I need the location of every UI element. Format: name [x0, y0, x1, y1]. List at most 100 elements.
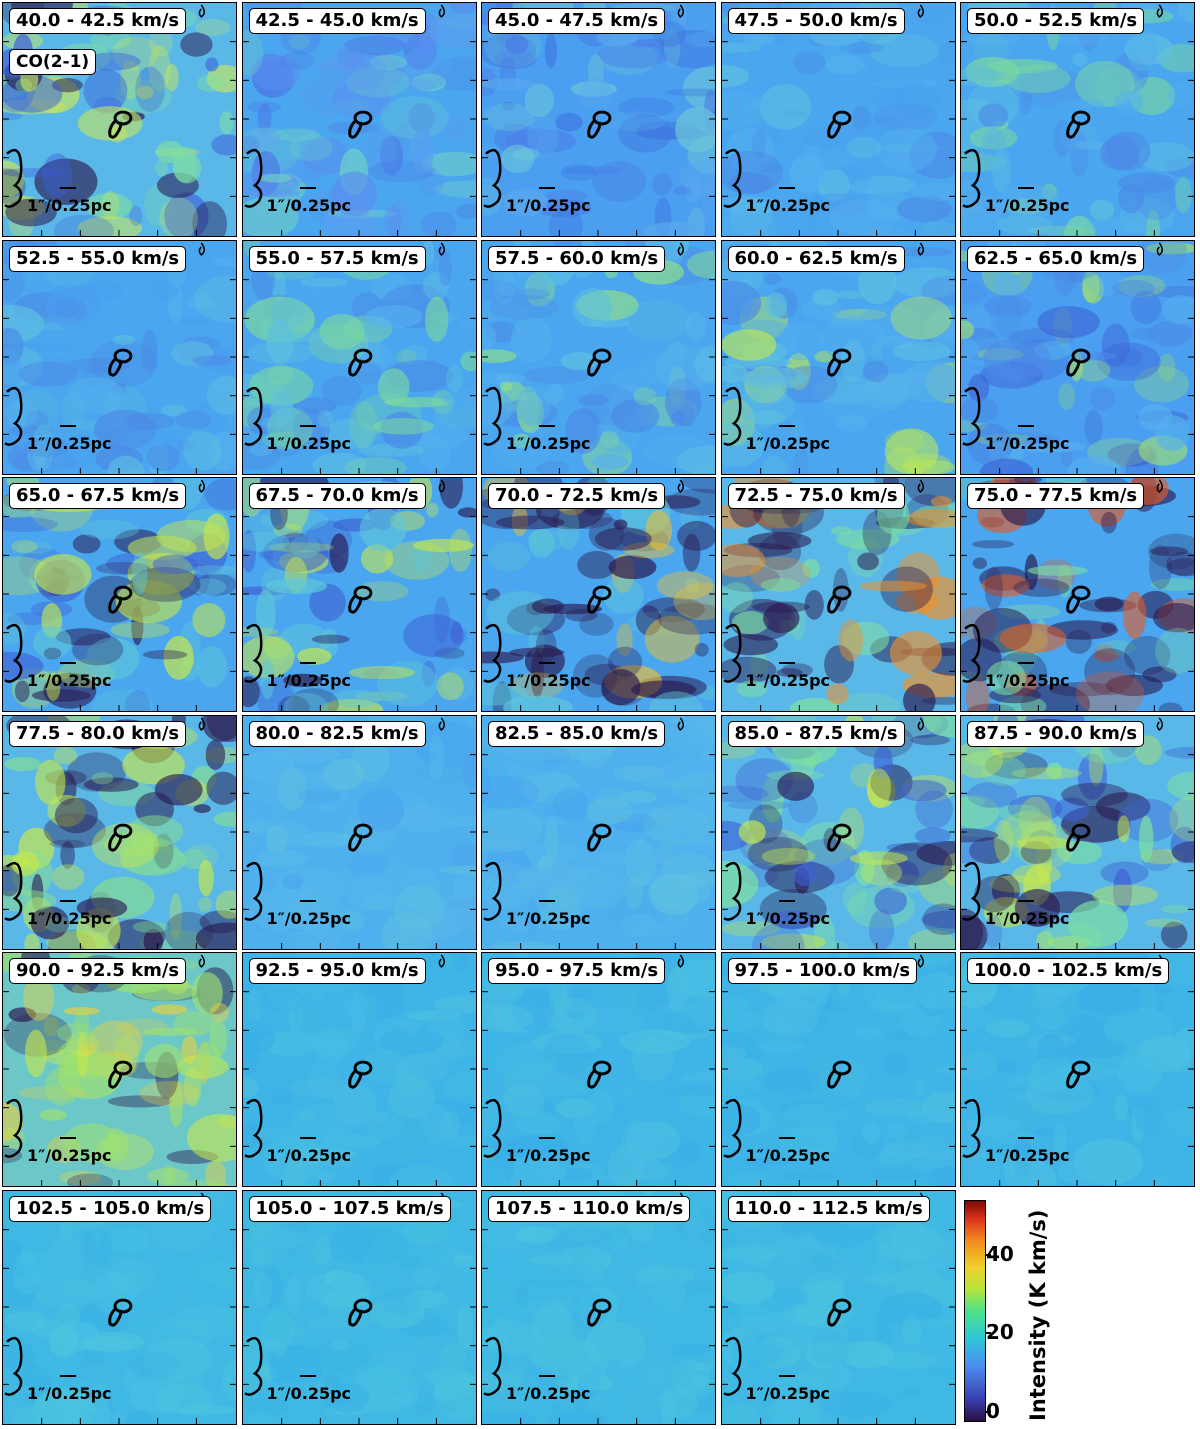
source-contour [1066, 110, 1091, 139]
channel-panel: 40.0 - 42.5 km/s CO(2-1) 1″/0.25pc [2, 2, 237, 237]
scale-bar [1018, 1137, 1034, 1139]
velocity-range-label: 62.5 - 65.0 km/s [967, 245, 1145, 272]
velocity-range-label: 70.0 - 72.5 km/s [488, 483, 666, 509]
scale-bar-label: 1″/0.25pc [985, 196, 1070, 215]
colorbar-title: Intensity (K km/s) [1026, 1209, 1050, 1421]
intensity-map [721, 3, 955, 236]
source-contour [1066, 1060, 1091, 1089]
intensity-map [961, 240, 1194, 474]
intensity-map [721, 240, 955, 474]
source-contour [347, 348, 372, 377]
source-contour [826, 1060, 851, 1089]
scale-bar [1018, 662, 1034, 664]
source-contour [1066, 585, 1091, 614]
channel-panel: 57.5 - 60.0 km/s 1″/0.25pc [481, 239, 716, 475]
scale-bar-label: 1″/0.25pc [745, 196, 831, 215]
channel-panel: 87.5 - 90.0 km/s 1″/0.25pc [960, 714, 1195, 950]
source-contour [826, 1298, 851, 1327]
velocity-range-label: 105.0 - 107.5 km/s [248, 1195, 451, 1222]
intensity-map [482, 715, 715, 949]
edge-contour [962, 148, 981, 208]
scale-bar-label: 1″/0.25pc [745, 908, 831, 928]
channel-panel: 90.0 - 92.5 km/s 1″/0.25pc [2, 952, 237, 1187]
edge-contour [962, 861, 981, 921]
intensity-map [242, 240, 476, 474]
velocity-range-label: 65.0 - 67.5 km/s [9, 483, 187, 509]
scale-bar [778, 187, 795, 189]
edge-contour [243, 1336, 262, 1396]
edge-contour [483, 1098, 502, 1158]
channel-panel: 95.0 - 97.5 km/s 1″/0.25pc [481, 952, 716, 1187]
scale-bar-label: 1″/0.25pc [506, 1383, 591, 1403]
channel-panel: 52.5 - 55.0 km/s 1″/0.25pc [2, 239, 237, 475]
channel-panel: 100.0 - 102.5 km/s 1″/0.25pc [960, 952, 1195, 1187]
scale-bar [539, 1137, 555, 1139]
scale-bar [60, 899, 76, 902]
velocity-range-label: 67.5 - 70.0 km/s [248, 483, 426, 509]
scale-bar-label: 1″/0.25pc [266, 1383, 352, 1403]
source-contour [587, 1060, 612, 1089]
channel-panel: 60.0 - 62.5 km/s 1″/0.25pc [720, 239, 956, 475]
source-contour [347, 1298, 372, 1327]
scale-bar [1018, 424, 1034, 427]
channel-panel: 45.0 - 47.5 km/s 1″/0.25pc [481, 2, 716, 237]
scale-bar [299, 424, 316, 427]
edge-contour [722, 861, 741, 921]
scale-bar-label: 1″/0.25pc [506, 671, 591, 690]
intensity-map [721, 1190, 955, 1424]
scale-bar-label: 1″/0.25pc [745, 1146, 831, 1165]
scale-bar [539, 899, 555, 902]
velocity-range-label: 60.0 - 62.5 km/s [727, 245, 905, 272]
velocity-range-label: 77.5 - 80.0 km/s [9, 720, 187, 747]
channel-panel: 85.0 - 87.5 km/s 1″/0.25pc [720, 714, 956, 950]
velocity-range-label: 72.5 - 75.0 km/s [727, 483, 905, 509]
scale-bar [60, 187, 76, 189]
source-contour [587, 110, 612, 139]
colorbar [964, 1200, 986, 1422]
scale-bar [778, 1374, 795, 1377]
channel-panel: 75.0 - 77.5 km/s 1″/0.25pc [960, 477, 1195, 712]
scale-bar [778, 424, 795, 427]
edge-contour [962, 623, 981, 683]
scale-bar-label: 1″/0.25pc [266, 433, 352, 453]
velocity-range-label: 55.0 - 57.5 km/s [248, 245, 426, 272]
scale-bar-label: 1″/0.25pc [506, 908, 591, 928]
edge-contour [483, 623, 502, 683]
channel-panel: 110.0 - 112.5 km/s 1″/0.25pc [720, 1189, 956, 1425]
edge-contour [4, 1336, 23, 1396]
velocity-range-label: 82.5 - 85.0 km/s [488, 720, 666, 747]
source-contour [108, 823, 133, 852]
edge-contour [243, 861, 262, 921]
edge-contour [722, 386, 741, 446]
edge-contour [483, 1336, 502, 1396]
intensity-map [961, 3, 1194, 236]
velocity-range-label: 50.0 - 52.5 km/s [967, 8, 1145, 34]
scale-bar-label: 1″/0.25pc [506, 1146, 591, 1165]
source-contour [1066, 348, 1091, 377]
intensity-map [3, 240, 236, 474]
channel-panel: 70.0 - 72.5 km/s 1″/0.25pc [481, 477, 716, 712]
source-contour [826, 110, 851, 139]
intensity-map [482, 3, 715, 236]
channel-panel: 92.5 - 95.0 km/s 1″/0.25pc [241, 952, 477, 1187]
velocity-range-label: 47.5 - 50.0 km/s [727, 8, 905, 34]
colorbar-tick-20 [986, 1332, 991, 1334]
channel-panel: 55.0 - 57.5 km/s 1″/0.25pc [241, 239, 477, 475]
velocity-range-label: 97.5 - 100.0 km/s [727, 958, 918, 984]
velocity-range-label: 110.0 - 112.5 km/s [727, 1195, 930, 1222]
edge-contour [722, 623, 741, 683]
velocity-range-label: 87.5 - 90.0 km/s [967, 720, 1145, 747]
scale-bar [539, 1374, 555, 1377]
channel-panel: 72.5 - 75.0 km/s 1″/0.25pc [720, 477, 956, 712]
edge-contour [722, 148, 741, 208]
velocity-range-label: 85.0 - 87.5 km/s [727, 720, 905, 747]
source-contour [108, 1298, 133, 1327]
colorbar-tick-0 [986, 1411, 991, 1413]
scale-bar-label: 1″/0.25pc [27, 908, 112, 928]
source-contour [347, 823, 372, 852]
channel-panel: 82.5 - 85.0 km/s 1″/0.25pc [481, 714, 716, 950]
source-contour [1066, 823, 1091, 852]
source-contour [347, 1060, 372, 1089]
source-contour [108, 348, 133, 377]
source-contour [826, 823, 851, 852]
